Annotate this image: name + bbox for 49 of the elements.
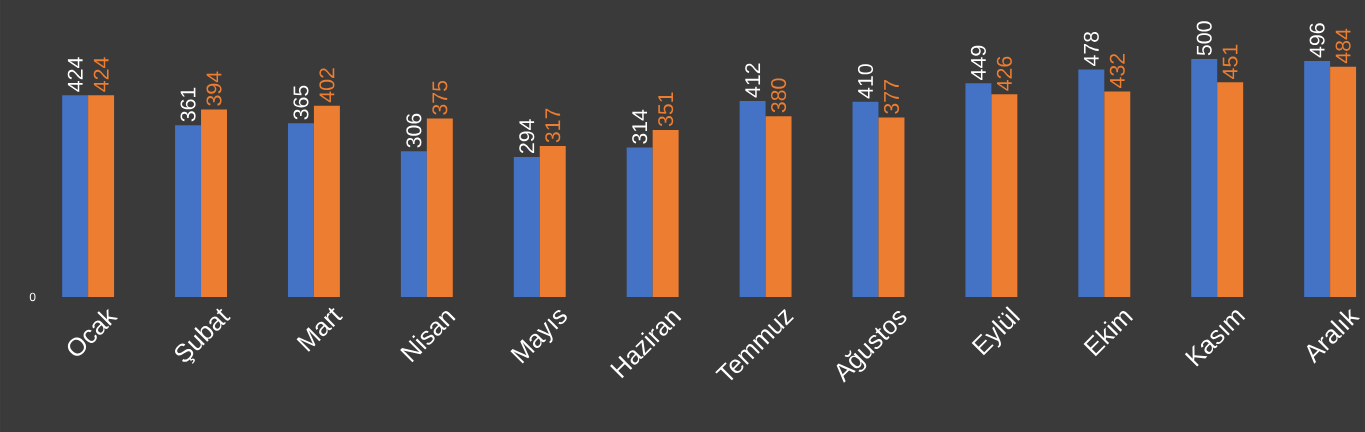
data-label: 317	[545, 108, 561, 143]
bar	[539, 146, 566, 297]
bar	[62, 95, 89, 297]
data-label: 365	[293, 85, 309, 120]
data-label: 426	[996, 56, 1012, 91]
bar	[1304, 60, 1331, 297]
data-label: 314	[632, 109, 648, 144]
bar	[175, 125, 202, 297]
bar	[852, 101, 879, 297]
data-label: 500	[1196, 21, 1212, 56]
bar	[991, 94, 1018, 297]
bar	[201, 109, 227, 297]
data-label: 402	[319, 68, 335, 103]
data-label: 410	[857, 64, 874, 99]
data-label: 449	[970, 45, 986, 80]
bar	[1191, 59, 1218, 297]
bar	[626, 147, 653, 297]
bar	[765, 116, 792, 297]
data-label: 478	[1083, 31, 1099, 67]
data-label: 306	[406, 113, 422, 148]
data-label: 432	[1109, 53, 1125, 88]
data-label: 424	[93, 57, 109, 92]
bar	[1104, 91, 1131, 297]
bar	[287, 123, 314, 297]
bar	[1217, 82, 1244, 297]
data-label: 394	[206, 71, 222, 106]
bar	[1330, 66, 1357, 297]
data-label: 375	[432, 80, 448, 115]
bar	[652, 129, 679, 297]
bar	[1078, 69, 1105, 297]
bar	[426, 118, 453, 297]
bar	[513, 157, 540, 297]
data-label: 424	[67, 57, 83, 92]
data-label: 484	[1335, 28, 1351, 64]
data-label: 351	[658, 92, 674, 127]
data-label: 496	[1309, 23, 1325, 58]
data-label: 294	[519, 119, 535, 154]
data-label: 377	[883, 80, 900, 114]
bar	[739, 100, 766, 297]
bar	[878, 117, 905, 297]
bar	[400, 151, 427, 297]
data-label: 380	[771, 78, 787, 113]
annotation: 0	[29, 292, 36, 302]
data-label: 451	[1222, 44, 1238, 79]
bar	[965, 83, 992, 297]
data-label: 412	[745, 63, 761, 98]
bar	[88, 95, 115, 297]
bar	[313, 105, 340, 297]
data-label: 361	[180, 87, 196, 122]
